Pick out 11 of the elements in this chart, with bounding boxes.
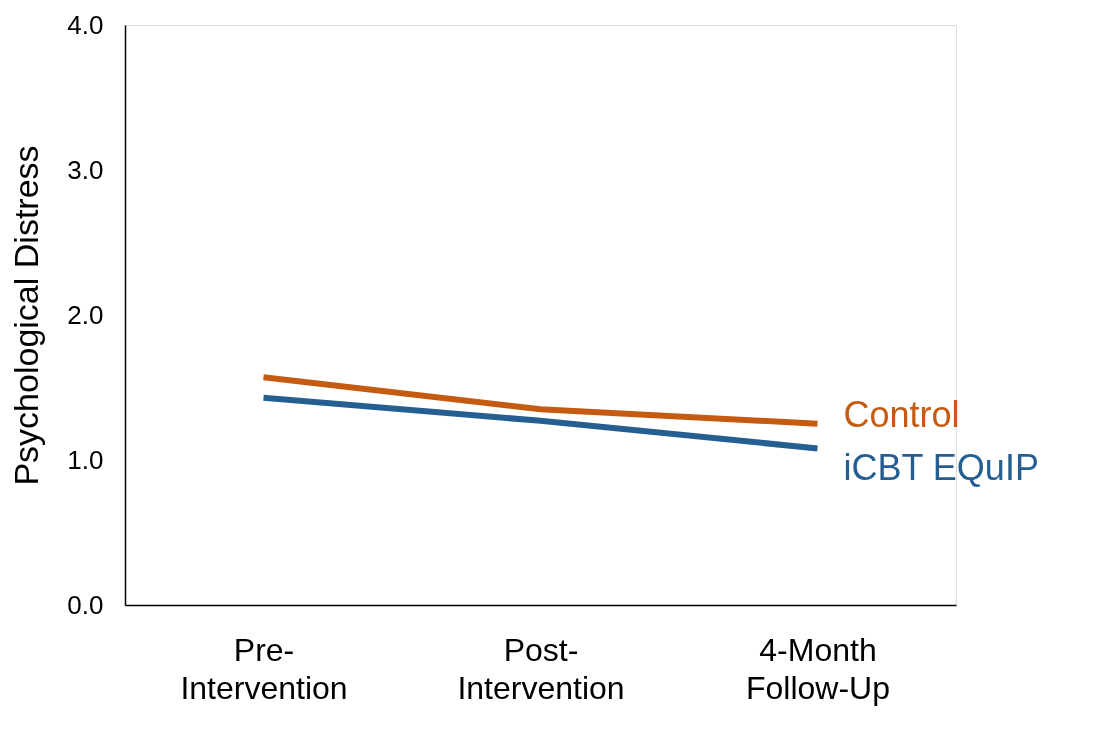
series-label: Control [843,393,960,435]
series-label: iCBT EQuIP [843,447,1039,489]
x-tick-label: Post- Intervention [457,631,625,706]
y-tick-label: 2.0 [67,299,104,330]
y-tick-label: 1.0 [67,444,104,475]
x-tick-label: Pre- Intervention [180,631,348,706]
y-tick-label: 0.0 [67,589,104,620]
y-tick-label: 4.0 [67,9,104,40]
x-tick-label: 4-Month Follow-Up [745,631,891,706]
y-axis-title: Psychological Distress [7,145,46,486]
y-tick-label: 3.0 [67,154,104,185]
